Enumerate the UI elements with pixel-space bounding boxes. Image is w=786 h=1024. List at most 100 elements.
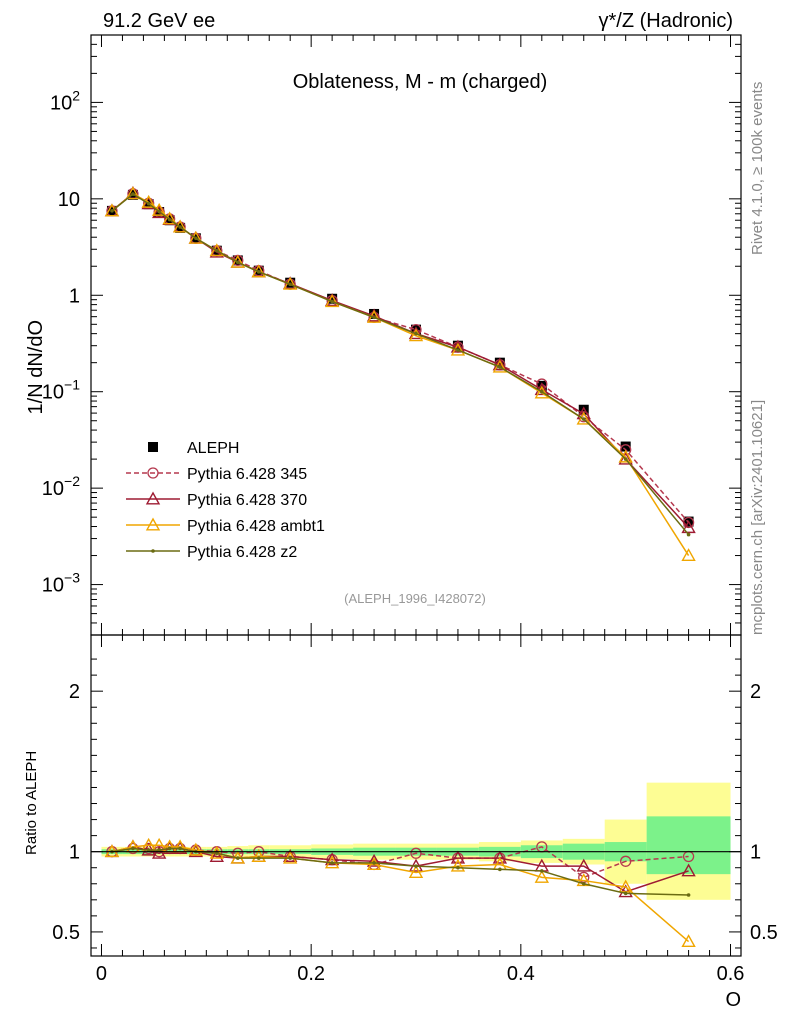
ratio-point [283, 849, 298, 862]
ratio-y-tick-label: 2 [69, 681, 80, 703]
ratio-point [372, 861, 376, 865]
legend: ALEPH Pythia 6.428 345 Pythia 6.428 370 Pyt… [126, 440, 325, 561]
x-tick-label: 0 [96, 963, 107, 985]
y-tick-label: 10−3 [42, 570, 80, 597]
ratio-y-tick-label-right: 2 [750, 681, 761, 703]
legend-label: Pythia 6.428 z2 [187, 544, 297, 561]
ratio-point [576, 858, 591, 872]
data-point [414, 331, 418, 336]
data-point [162, 211, 177, 225]
legend-entry: Pythia 6.428 z2 [126, 544, 297, 561]
data-point [288, 282, 292, 287]
ratio-point [414, 864, 418, 868]
ratio-line [111, 846, 689, 893]
main-y-axis-label: 1/N dN/dO [25, 320, 47, 414]
x-tick-label: 0.4 [507, 963, 535, 985]
data-point [194, 236, 198, 241]
data-point [498, 365, 502, 369]
data-point [110, 209, 114, 213]
ratio-point [288, 856, 292, 860]
data-point [230, 254, 245, 268]
data-point [235, 260, 240, 265]
data-point [104, 203, 120, 217]
data-point [534, 385, 549, 399]
ratio-point [251, 849, 266, 862]
data-point [125, 186, 141, 200]
y-tick-label: 102 [50, 87, 80, 114]
ratio-point [620, 855, 632, 867]
ratio-point [450, 858, 466, 872]
ratio-point [623, 891, 628, 896]
data-point [172, 219, 188, 233]
main-axes-layer: 10−3 10−2 10−1 1 10 102 [42, 34, 741, 636]
data-point [534, 382, 549, 396]
legend-label: ALEPH [187, 440, 239, 457]
ratio-line [111, 844, 690, 943]
series-pythia-6-428-z2 [110, 192, 691, 537]
ratio-point [498, 867, 502, 872]
ratio-point [157, 848, 161, 852]
legend-entry: Pythia 6.428 ambt1 [126, 517, 325, 535]
data-point [131, 192, 135, 196]
legend-label: Pythia 6.428 370 [187, 492, 307, 509]
data-point [330, 299, 334, 304]
ratio-point [366, 857, 382, 871]
data-point [623, 457, 628, 461]
ratio-plot-frame [90, 634, 742, 957]
legend-entry: Pythia 6.428 370 [126, 491, 307, 509]
data-point [492, 357, 508, 371]
y-tick-label: 10−2 [42, 473, 80, 500]
ratio-point [681, 934, 696, 948]
ratio-series-pythia-6-428-z2 [110, 846, 691, 897]
data-point [618, 451, 633, 465]
data-point [215, 248, 219, 253]
legend-entry: Pythia 6.428 345 [126, 466, 307, 483]
data-point [620, 441, 631, 452]
data-point [456, 348, 460, 352]
data-point [327, 293, 338, 304]
analysis-reference: (ALEPH_1996_I428072) [344, 591, 486, 606]
legend-marker [145, 491, 161, 505]
side-label-top: Rivet 4.1.0, ≥ 100k events [749, 82, 766, 255]
ratio-point [534, 869, 549, 883]
data-point [450, 339, 466, 353]
data-point [620, 444, 632, 456]
data-point [452, 340, 463, 351]
ratio-point [146, 848, 151, 852]
data-point [372, 315, 376, 320]
data-point [146, 201, 151, 206]
ratio-point [450, 850, 466, 864]
ratio-point [209, 849, 224, 862]
data-point [576, 411, 591, 425]
legend-marker [148, 442, 158, 452]
data-point [540, 389, 544, 394]
ratio-uncertainty-bands [101, 782, 731, 900]
ratio-point [686, 893, 691, 897]
ratio-point [330, 861, 334, 865]
ratio-point [681, 863, 696, 877]
x-tick-label: 0.2 [297, 963, 325, 985]
ratio-point [540, 869, 544, 873]
data-point [188, 230, 204, 244]
data-point [167, 217, 172, 222]
ratio-point [188, 842, 204, 856]
legend-label: Pythia 6.428 345 [187, 466, 307, 483]
data-point [581, 417, 586, 421]
ratio-series-layer [104, 837, 696, 948]
ratio-point [167, 846, 172, 851]
data-point [494, 357, 505, 368]
data-point [686, 532, 691, 537]
ratio-point [131, 846, 135, 851]
data-point [256, 270, 261, 274]
main-series-layer [104, 185, 696, 562]
legend-marker [145, 517, 161, 531]
x-tick-label: 0.6 [717, 963, 745, 985]
data-point [369, 308, 380, 319]
ratio-point [408, 865, 424, 879]
data-point [681, 520, 696, 534]
x-axis-label: O [725, 989, 741, 1011]
ratio-point [366, 853, 382, 867]
legend-label: Pythia 6.428 ambt1 [187, 518, 325, 535]
ratio-point [151, 845, 167, 859]
ratio-point [215, 851, 219, 856]
